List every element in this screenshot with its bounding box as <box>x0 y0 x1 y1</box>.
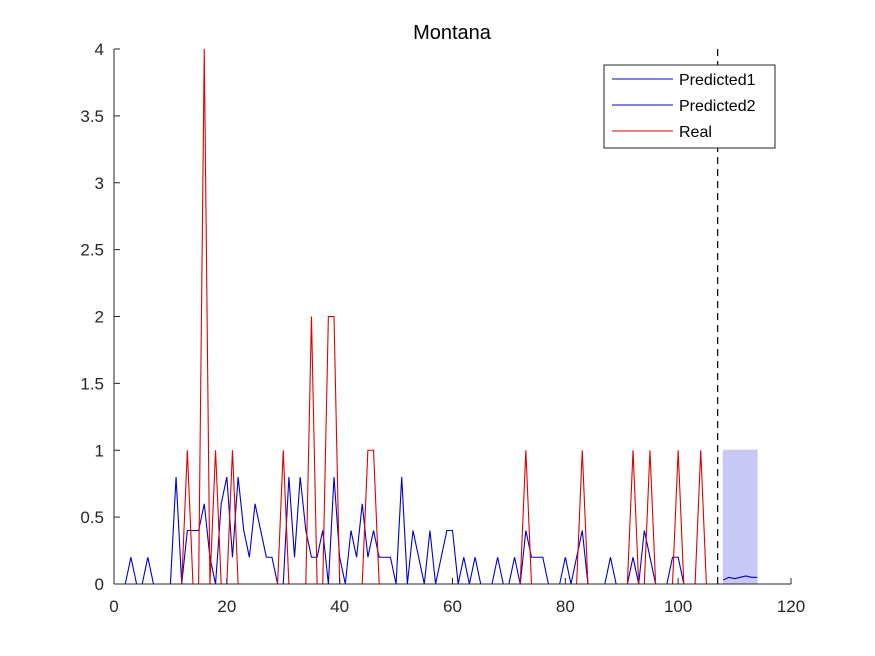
x-tick-label: 120 <box>777 597 805 616</box>
series-line-predicted2 <box>723 575 758 581</box>
legend: Predicted1 Predicted2 Real <box>603 64 776 149</box>
y-tick-label: 0.5 <box>80 508 104 527</box>
y-tick-label: 1 <box>95 441 104 460</box>
y-tick-label: 3 <box>95 174 104 193</box>
x-tick-label: 60 <box>443 597 462 616</box>
legend-label-predicted1: Predicted1 <box>679 72 756 89</box>
x-tick-label: 20 <box>217 597 236 616</box>
y-tick-label: 1.5 <box>80 374 104 393</box>
chart-title: Montana <box>413 22 492 44</box>
x-tick-label: 40 <box>330 597 349 616</box>
legend-label-predicted2: Predicted2 <box>679 98 756 115</box>
y-tick-label: 2.5 <box>80 241 104 260</box>
x-tick-label: 100 <box>664 597 692 616</box>
confidence-band-layer <box>722 449 758 585</box>
y-tick-label: 2 <box>95 308 104 327</box>
y-tick-label: 0 <box>95 575 104 594</box>
y-tick-label: 4 <box>95 40 104 59</box>
x-tick-label: 80 <box>556 597 575 616</box>
x-tick-label: 0 <box>109 597 118 616</box>
legend-label-real: Real <box>679 124 712 141</box>
y-tick-label: 3.5 <box>80 107 104 126</box>
confidence-band-predicted2 <box>722 449 758 585</box>
axes: 0 20 40 60 80 100 120 0 0.5 1 1.5 2 2.5 3 3.5 4 <box>80 40 805 616</box>
